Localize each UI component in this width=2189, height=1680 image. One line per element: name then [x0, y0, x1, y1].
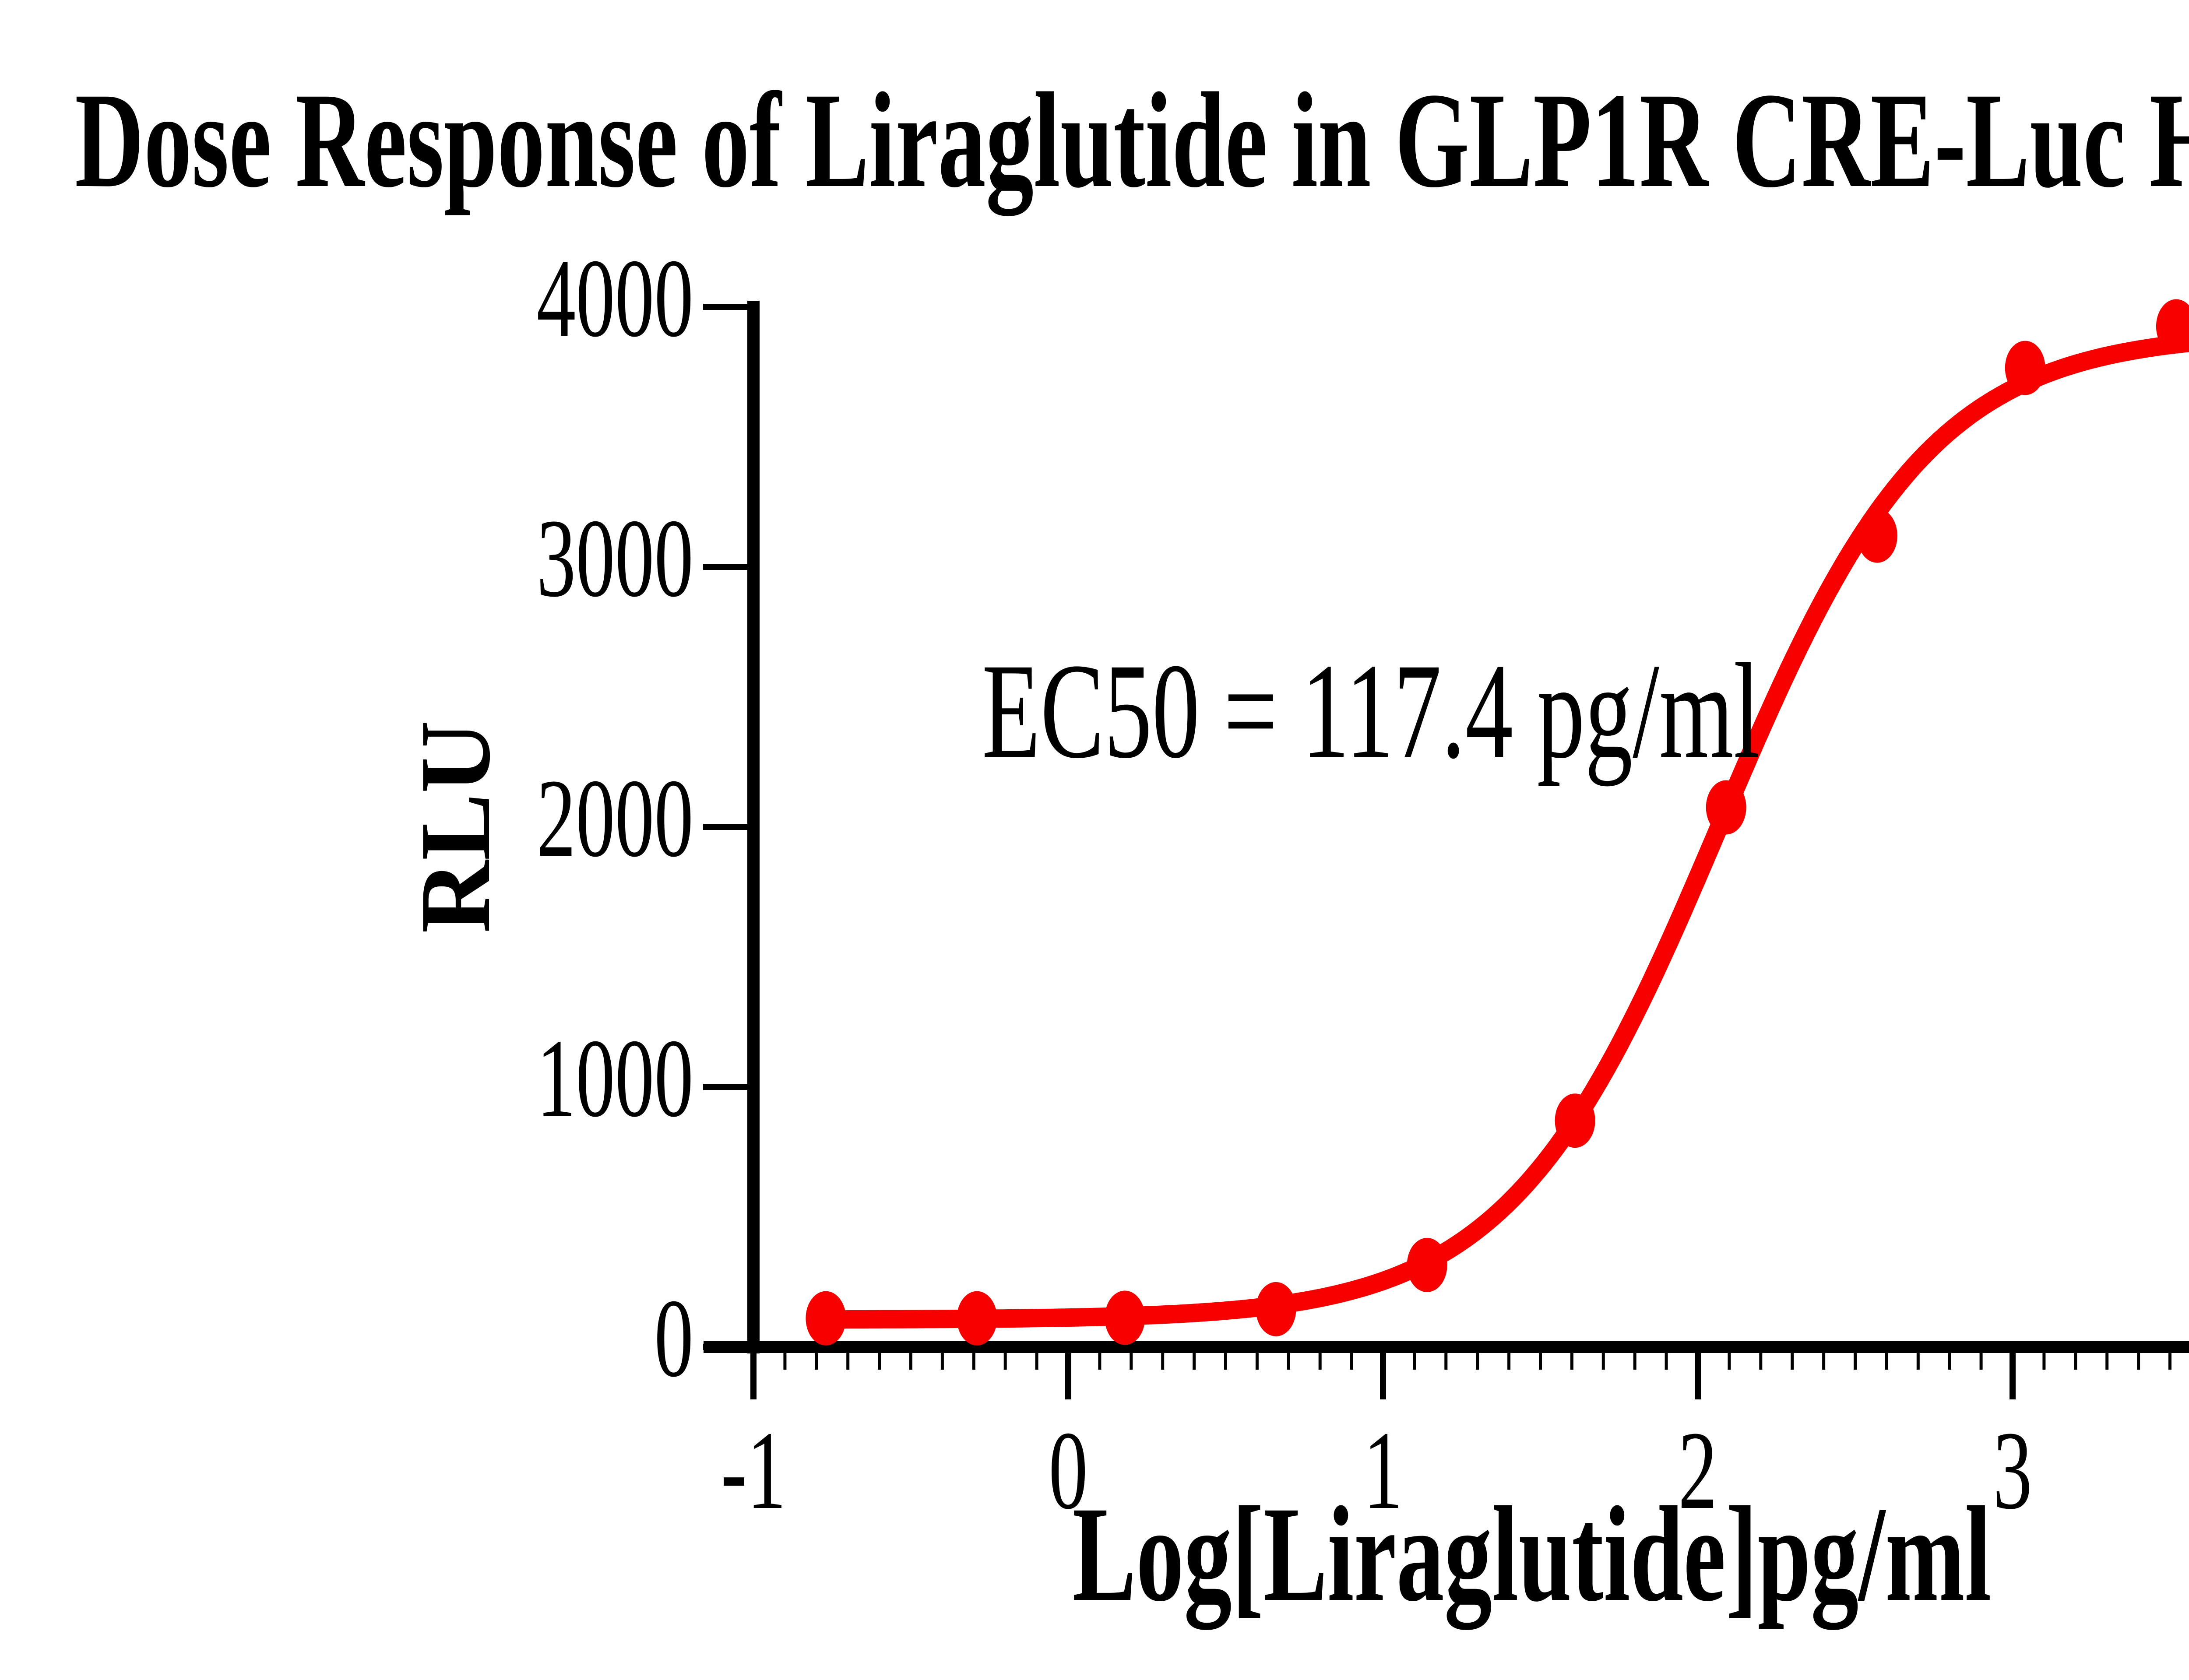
x-tick-label: 1: [1363, 1409, 1403, 1532]
y-tick-label: 3000: [536, 496, 693, 620]
x-tick-label: 0: [1049, 1409, 1088, 1532]
data-point: [1706, 780, 1746, 835]
data-point: [1256, 1282, 1296, 1336]
y-tick-label: 0: [654, 1276, 693, 1400]
ec50-annotation: EC50 = 117.4 pg/ml: [982, 636, 1760, 787]
y-tick-label: 1000: [536, 1016, 693, 1140]
y-tick-label: 2000: [536, 756, 693, 880]
chart-title: Dose Response of Liraglutide in GLP1R CR…: [75, 65, 2189, 216]
data-point: [2005, 341, 2045, 395]
x-tick-label: 2: [1678, 1409, 1717, 1532]
x-axis-title: Log[Liraglutide]pg/ml: [1072, 1479, 1992, 1630]
data-point: [957, 1291, 997, 1346]
y-tick-label: 4000: [536, 236, 693, 360]
data-point: [1555, 1093, 1595, 1148]
data-point: [806, 1291, 846, 1346]
x-tick-label: -1: [721, 1409, 786, 1532]
data-point: [1105, 1290, 1145, 1345]
data-point: [1407, 1237, 1447, 1292]
y-axis-title-text: RLU: [399, 721, 511, 933]
y-axis-title: RLU: [346, 717, 565, 936]
x-tick-label: 3: [1993, 1409, 2032, 1532]
data-point: [2156, 299, 2189, 354]
data-point: [1857, 508, 1897, 563]
dose-response-curve: [816, 334, 2189, 1329]
